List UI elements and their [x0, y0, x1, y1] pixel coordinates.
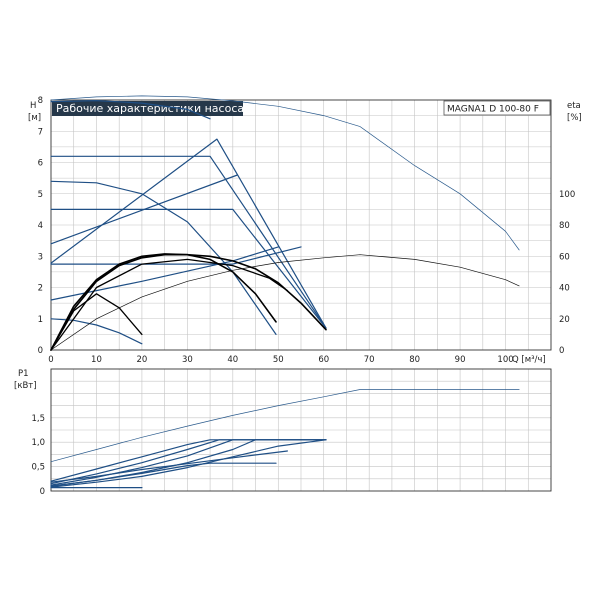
- efficiency-curve: [50, 253, 277, 351]
- x-tick-label: 70: [364, 355, 375, 365]
- head-curve: [50, 208, 327, 329]
- x-tick-label: 20: [136, 355, 147, 365]
- eta-y-ticks: 0 20 40 60 80 100: [559, 190, 575, 356]
- model-label: MAGNA1 D 100-80 F: [447, 105, 539, 115]
- head-axis-unit: [м]: [28, 113, 41, 123]
- eta-tick-label: 0: [559, 346, 564, 356]
- efficiency-curve: [50, 258, 289, 351]
- head-panel-frame: [50, 99, 552, 351]
- power-tick-label: 0,5: [31, 463, 45, 473]
- head-tick-label: 6: [38, 159, 43, 169]
- x-tick-label: 50: [273, 355, 284, 365]
- eta-tick-label: 20: [559, 315, 570, 325]
- head-tick-label: 1: [38, 315, 43, 325]
- power-curves: [50, 389, 520, 489]
- power-panel-frame: [50, 368, 552, 492]
- head-tick-label: 2: [38, 284, 43, 294]
- head-curve: [50, 95, 520, 251]
- x-tick-label: 100: [497, 355, 513, 365]
- head-panel: Рабочие характеристики насоса MAGNA1 D 1…: [28, 95, 582, 365]
- efficiency-curve: [50, 253, 327, 351]
- x-tick-label: 90: [455, 355, 466, 365]
- eta-tick-label: 80: [559, 221, 570, 231]
- eta-tick-label: 100: [559, 190, 575, 200]
- power-curve: [50, 439, 327, 487]
- eta-tick-label: 60: [559, 252, 570, 262]
- power-tick-label: 0: [40, 487, 45, 497]
- power-curve: [50, 439, 327, 488]
- head-tick-label: 7: [38, 127, 43, 137]
- chart-title: Рабочие характеристики насоса: [56, 102, 244, 115]
- efficiency-curve: [50, 293, 143, 351]
- efficiency-curve: [50, 254, 520, 351]
- power-grid: [51, 369, 551, 491]
- head-axis-label: H: [30, 101, 36, 111]
- power-curve: [50, 450, 288, 483]
- head-y-ticks: 0 1 2 3 4 5 6 7 8: [38, 96, 43, 356]
- head-curves: [50, 95, 520, 351]
- x-tick-label: 80: [409, 355, 420, 365]
- head-tick-label: 3: [38, 252, 43, 262]
- power-tick-label: 1,5: [31, 414, 45, 424]
- eta-axis-label: eta: [567, 101, 581, 111]
- head-tick-label: 4: [38, 221, 43, 231]
- head-curve: [50, 174, 238, 245]
- head-curve: [50, 138, 327, 329]
- head-curve: [50, 246, 279, 301]
- head-tick-label: 0: [38, 346, 43, 356]
- head-curve: [50, 155, 327, 329]
- model-box: [443, 100, 551, 116]
- power-tick-label: 1,0: [31, 438, 45, 448]
- head-curve: [50, 100, 211, 120]
- head-grid: [51, 100, 551, 350]
- head-tick-label: 5: [38, 190, 43, 200]
- flow-axis-label: Q [м³/ч]: [512, 355, 546, 365]
- eta-axis-unit: [%]: [567, 113, 582, 123]
- x-tick-label: 10: [91, 355, 102, 365]
- head-curve: [50, 180, 277, 335]
- x-tick-label: 0: [48, 355, 53, 365]
- power-y-ticks: 0 0,5 1,0 1,5: [31, 414, 45, 497]
- power-curve: [50, 439, 327, 486]
- eta-tick-label: 40: [559, 284, 570, 294]
- head-x-ticks: 0 10 20 30 40 50 60 70 80 90 100: [48, 355, 513, 365]
- x-tick-label: 60: [318, 355, 329, 365]
- power-axis-unit: [кВт]: [14, 381, 37, 391]
- power-panel: 0 0,5 1,0 1,5 P1 [кВт]: [14, 368, 552, 497]
- x-tick-label: 30: [182, 355, 193, 365]
- power-curve: [50, 462, 277, 487]
- power-curve: [50, 389, 520, 463]
- head-tick-label: 8: [38, 96, 43, 106]
- power-axis-label: P1: [18, 369, 29, 379]
- x-tick-label: 40: [227, 355, 238, 365]
- head-curve: [50, 246, 302, 265]
